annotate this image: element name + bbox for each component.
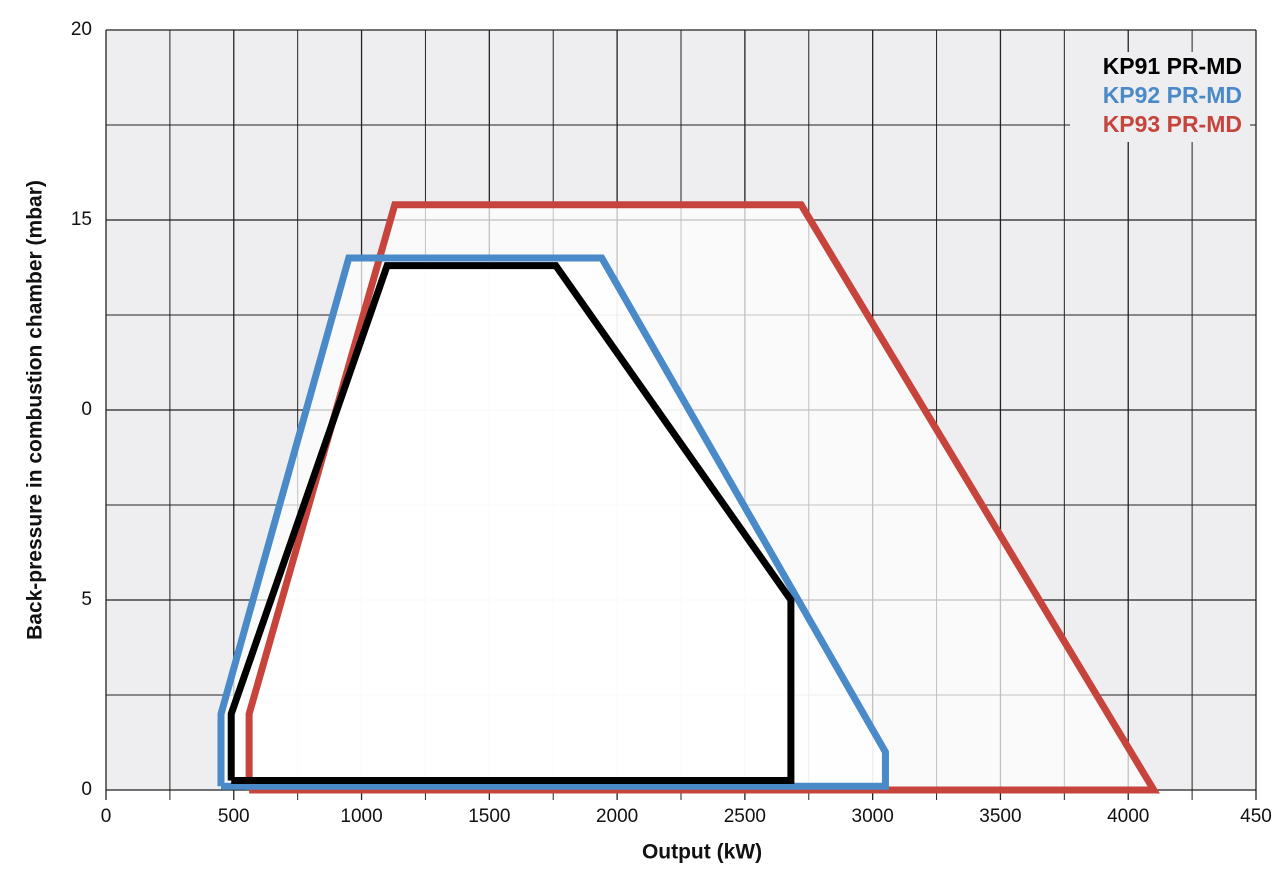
x-tick-label: 0 xyxy=(101,806,112,827)
series-line xyxy=(227,262,795,784)
y-axis-title: Back-pressure in combustion chamber (mba… xyxy=(24,180,47,640)
series-line xyxy=(245,201,1160,794)
y-tick-label: 0 xyxy=(81,399,92,420)
x-tick-label: 3000 xyxy=(852,806,894,827)
x-tick-label: 2000 xyxy=(596,806,638,827)
y-tick-label: 20 xyxy=(71,19,92,40)
y-tick-label: 5 xyxy=(81,589,92,610)
legend-entry: KP93 PR-MD xyxy=(1103,111,1242,137)
x-tick-label: 4000 xyxy=(1107,806,1149,827)
y-tick-label: 15 xyxy=(71,209,92,230)
x-axis-title: Output (kW) xyxy=(642,841,762,864)
legend-entry: KP91 PR-MD xyxy=(1103,53,1242,79)
legend-entry: KP92 PR-MD xyxy=(1103,82,1242,108)
x-tick-label: 2500 xyxy=(724,806,766,827)
x-tick-label: 500 xyxy=(218,806,250,827)
y-tick-label: 0 xyxy=(81,779,92,800)
envelope-fill xyxy=(249,204,1154,791)
x-tick-label: 1000 xyxy=(340,806,382,827)
x-tick-label: 1500 xyxy=(468,806,510,827)
x-tick-label: 3500 xyxy=(979,806,1021,827)
legend-background xyxy=(1070,52,1250,142)
series-line xyxy=(217,254,889,790)
x-tick-label: 450 xyxy=(1240,806,1272,827)
